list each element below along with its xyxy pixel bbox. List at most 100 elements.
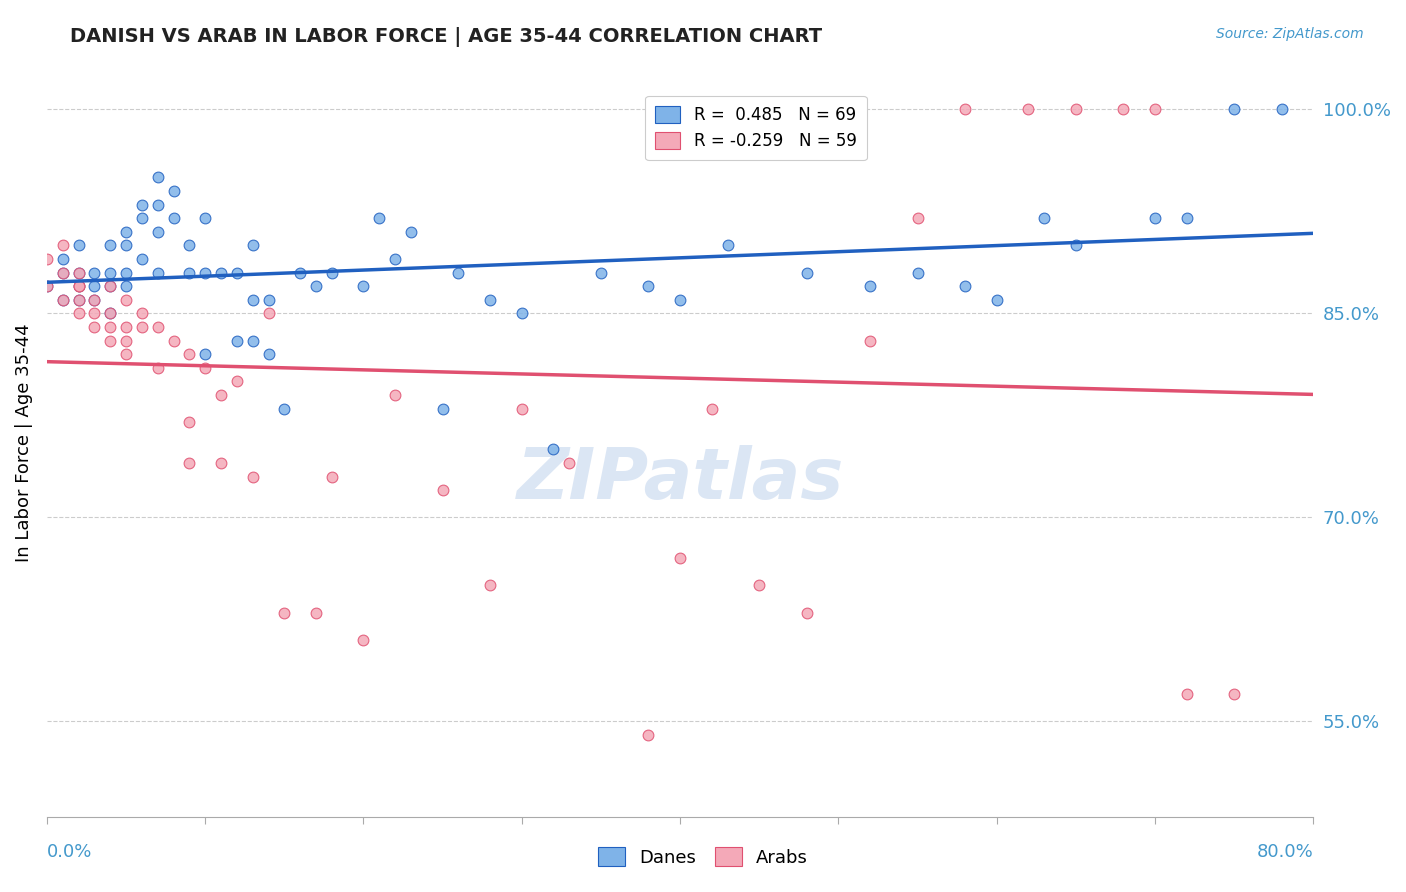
Point — [368, 211, 391, 226]
Point — [225, 334, 247, 348]
Point — [52, 266, 75, 280]
Point — [98, 238, 121, 252]
Point — [907, 266, 929, 280]
Point — [131, 211, 153, 226]
Point — [194, 211, 217, 226]
Point — [479, 293, 502, 307]
Text: Source: ZipAtlas.com: Source: ZipAtlas.com — [1216, 27, 1364, 41]
Point — [700, 401, 723, 416]
Point — [558, 456, 581, 470]
Point — [353, 279, 375, 293]
Point — [115, 293, 138, 307]
Point — [986, 293, 1008, 307]
Point — [179, 347, 201, 361]
Point — [67, 293, 90, 307]
Point — [67, 279, 90, 293]
Point — [1223, 103, 1246, 117]
Point — [305, 279, 328, 293]
Point — [162, 211, 184, 226]
Point — [273, 606, 295, 620]
Point — [67, 266, 90, 280]
Point — [225, 374, 247, 388]
Point — [432, 483, 454, 497]
Legend: Danes, Arabs: Danes, Arabs — [591, 840, 815, 874]
Point — [859, 334, 882, 348]
Point — [384, 252, 406, 266]
Point — [1143, 211, 1166, 226]
Point — [52, 293, 75, 307]
Point — [384, 388, 406, 402]
Point — [83, 293, 105, 307]
Point — [83, 306, 105, 320]
Point — [242, 469, 264, 483]
Point — [447, 266, 470, 280]
Point — [432, 401, 454, 416]
Point — [225, 266, 247, 280]
Point — [907, 211, 929, 226]
Point — [1175, 687, 1198, 701]
Point — [115, 266, 138, 280]
Point — [67, 266, 90, 280]
Point — [1064, 103, 1087, 117]
Point — [257, 347, 280, 361]
Point — [1271, 103, 1294, 117]
Point — [510, 401, 533, 416]
Point — [98, 279, 121, 293]
Point — [748, 578, 770, 592]
Point — [288, 266, 311, 280]
Point — [52, 252, 75, 266]
Point — [1223, 687, 1246, 701]
Point — [179, 238, 201, 252]
Point — [637, 279, 659, 293]
Point — [131, 197, 153, 211]
Point — [146, 225, 169, 239]
Text: 80.0%: 80.0% — [1257, 843, 1313, 862]
Point — [479, 578, 502, 592]
Point — [67, 279, 90, 293]
Point — [146, 170, 169, 185]
Point — [98, 334, 121, 348]
Point — [1143, 103, 1166, 117]
Point — [321, 469, 343, 483]
Y-axis label: In Labor Force | Age 35-44: In Labor Force | Age 35-44 — [15, 323, 32, 562]
Point — [1175, 211, 1198, 226]
Point — [115, 279, 138, 293]
Point — [146, 360, 169, 375]
Point — [115, 347, 138, 361]
Point — [115, 225, 138, 239]
Point — [162, 334, 184, 348]
Point — [1064, 238, 1087, 252]
Text: 0.0%: 0.0% — [46, 843, 93, 862]
Point — [35, 279, 58, 293]
Point — [953, 103, 976, 117]
Point — [179, 415, 201, 429]
Point — [242, 293, 264, 307]
Point — [321, 266, 343, 280]
Point — [669, 551, 692, 566]
Point — [179, 266, 201, 280]
Point — [273, 401, 295, 416]
Point — [83, 279, 105, 293]
Point — [162, 184, 184, 198]
Point — [194, 347, 217, 361]
Point — [67, 238, 90, 252]
Point — [257, 306, 280, 320]
Point — [953, 279, 976, 293]
Point — [353, 632, 375, 647]
Point — [510, 306, 533, 320]
Point — [194, 360, 217, 375]
Point — [209, 456, 232, 470]
Point — [131, 306, 153, 320]
Point — [52, 293, 75, 307]
Point — [179, 456, 201, 470]
Point — [52, 266, 75, 280]
Point — [35, 252, 58, 266]
Point — [146, 320, 169, 334]
Point — [669, 293, 692, 307]
Point — [52, 238, 75, 252]
Point — [1033, 211, 1056, 226]
Point — [242, 334, 264, 348]
Point — [146, 197, 169, 211]
Point — [257, 293, 280, 307]
Point — [716, 238, 738, 252]
